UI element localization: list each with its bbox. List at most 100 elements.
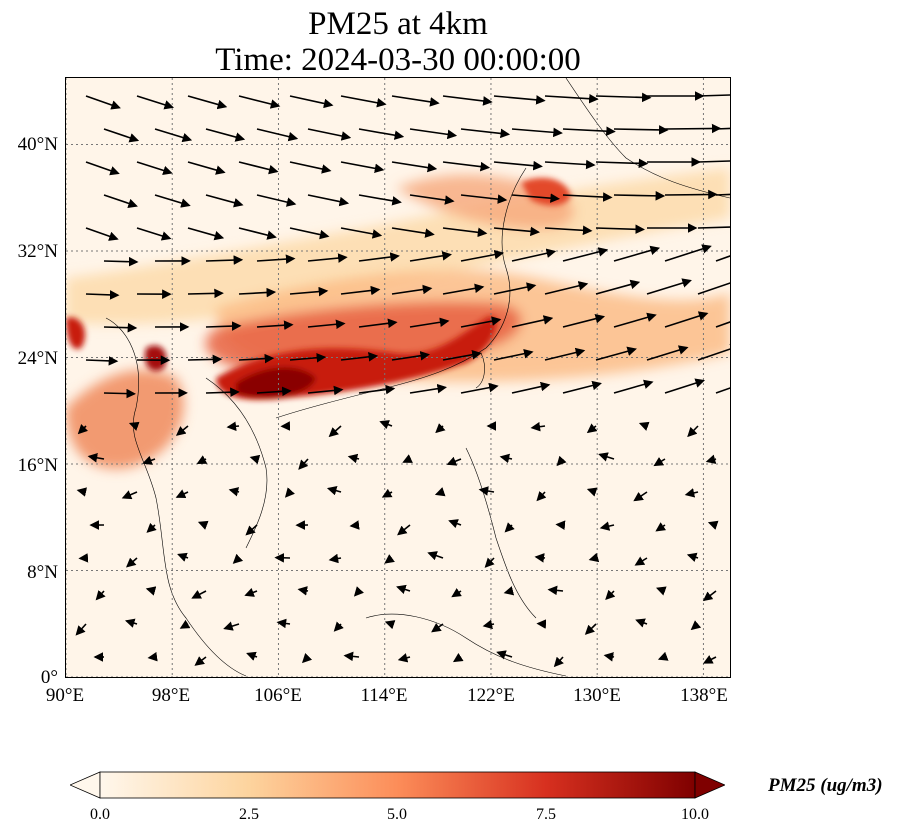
wind-arrow: [562, 314, 606, 328]
wind-arrow: [427, 551, 444, 561]
wind-arrow: [634, 556, 648, 566]
wind-arrow: [687, 425, 699, 438]
wind-arrow: [340, 161, 385, 174]
wind-arrow: [307, 194, 350, 207]
wind-arrow: [697, 226, 730, 229]
wind-arrow: [435, 423, 446, 434]
wind-arrow: [544, 159, 596, 170]
wind-arrow: [562, 192, 613, 202]
wind-arrow: [544, 281, 589, 295]
wind-arrow: [638, 421, 650, 431]
map-panel: [65, 77, 731, 678]
wind-arrow: [434, 487, 446, 497]
map-title: PM25 at 4km: [308, 6, 488, 42]
wind-arrow: [496, 650, 513, 660]
wind-arrow: [511, 381, 551, 394]
wind-arrow: [381, 488, 393, 498]
wind-arrow: [136, 227, 172, 241]
wind-arrow: [187, 227, 225, 241]
wind-arrow: [452, 652, 464, 663]
lat-label-16n: 16°N: [17, 455, 58, 476]
wind-arrow: [154, 194, 191, 208]
wind-arrow: [562, 126, 616, 136]
wind-arrow: [349, 520, 360, 530]
wind-arrow: [664, 311, 709, 328]
wind-arrow: [76, 487, 88, 497]
wind-arrow: [697, 94, 730, 97]
wind-arrow: [715, 127, 730, 130]
wind-arrow: [95, 590, 106, 601]
lat-label-8n: 8°N: [27, 562, 58, 583]
wind-arrow: [289, 286, 329, 297]
map-canvas: [66, 78, 730, 677]
lon-label-130e: 130°E: [573, 685, 621, 706]
wind-arrow: [613, 191, 666, 201]
wind-arrow: [85, 356, 119, 366]
lon-label-98e: 98°E: [151, 685, 191, 706]
wind-arrow: [697, 344, 730, 361]
wind-arrow: [633, 491, 648, 502]
wind-arrow: [684, 488, 699, 498]
wind-arrow: [690, 620, 702, 631]
wind-arrow: [205, 387, 240, 397]
wind-arrow: [328, 425, 342, 438]
wind-arrow: [562, 380, 602, 394]
wind-arrow: [289, 95, 334, 109]
wind-arrow: [460, 128, 511, 139]
lat-label-40n: 40°N: [17, 134, 58, 155]
wind-arrow: [653, 457, 666, 467]
lon-label-138e: 138°E: [680, 685, 728, 706]
wind-arrow: [205, 128, 246, 142]
wind-arrow: [595, 92, 652, 103]
wind-arrow: [379, 420, 393, 430]
wind-arrow: [702, 590, 717, 602]
wind-arrow: [145, 586, 157, 596]
wind-arrow: [223, 621, 240, 631]
wind-arrow: [232, 553, 244, 564]
wind-arrow: [534, 553, 546, 563]
wind-arrow: [431, 622, 444, 633]
wind-arrow: [586, 487, 598, 497]
wind-arrow: [205, 321, 242, 331]
wind-arrow: [646, 278, 692, 295]
wind-arrow: [595, 158, 649, 169]
wind-arrow: [187, 161, 226, 175]
lon-label-106e: 106°E: [254, 685, 302, 706]
wind-arrow: [87, 453, 105, 463]
wind-arrow: [598, 452, 615, 462]
wind-arrow: [635, 618, 648, 628]
map-timestamp: Time: 2024-03-30 00:00:00: [215, 42, 581, 78]
wind-arrow: [353, 586, 364, 597]
wind-arrow: [391, 284, 433, 295]
wind-arrow: [409, 251, 452, 262]
wind-arrow: [142, 455, 156, 465]
wind-arrow: [396, 584, 411, 595]
wind-arrow: [460, 249, 505, 262]
wind-arrow: [124, 618, 138, 628]
wind-arrow: [493, 348, 534, 361]
wind-arrow: [276, 618, 291, 629]
wind-arrow: [197, 520, 209, 530]
wind-arrow: [707, 520, 719, 530]
colorbar-min-extend: [70, 771, 101, 799]
wind-arrow: [77, 424, 88, 435]
wind-arrow: [544, 347, 586, 361]
wind-arrow: [484, 557, 495, 568]
wind-arrow: [605, 589, 616, 601]
wind-arrow: [289, 352, 327, 363]
wind-arrow: [482, 619, 495, 630]
wind-arrow: [544, 93, 599, 104]
wind-arrow: [358, 384, 396, 395]
wind-vectors: [75, 91, 730, 668]
colorbar-gradient: [99, 771, 696, 799]
wind-arrow: [256, 128, 299, 142]
lon-label-122e: 122°E: [467, 685, 515, 706]
wind-arrow: [511, 127, 563, 138]
wind-arrow: [343, 651, 360, 662]
colorbar-tick-2-5: 2.5: [239, 806, 259, 823]
wind-arrow: [358, 194, 402, 206]
wind-arrow: [340, 227, 383, 239]
colorbar-tick-10: 10.0: [681, 806, 709, 823]
wind-arrow: [493, 226, 540, 237]
wind-arrow: [175, 489, 189, 499]
